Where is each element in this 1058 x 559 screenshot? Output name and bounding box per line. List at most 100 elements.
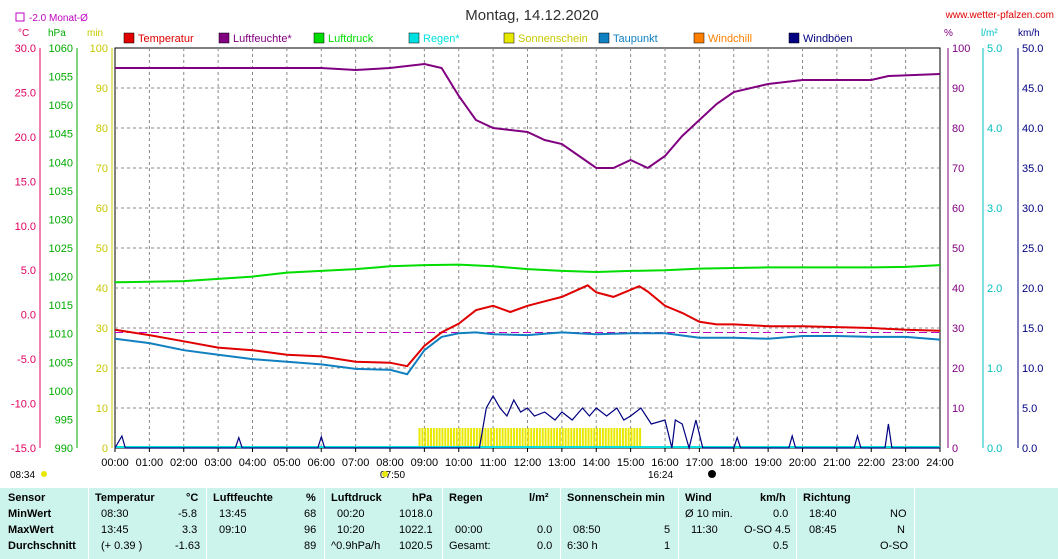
temp-tick-label: 15.0: [15, 176, 36, 188]
hdr-wind: Wind: [685, 492, 712, 504]
sunshine-bar: [533, 428, 536, 448]
hum-tick-label: 80: [952, 123, 964, 135]
row-label: MinWert: [8, 508, 52, 520]
sunshine-bar: [610, 428, 613, 448]
sunshine-bar: [593, 428, 596, 448]
hdr-hum: Luftfeuchte: [213, 492, 273, 504]
press-tick-label: 1035: [49, 186, 73, 198]
sun-time: 08:50: [573, 524, 601, 536]
sunshine-bar: [584, 428, 587, 448]
x-tick-label: 11:00: [480, 457, 507, 469]
sunshine-bar: [541, 428, 544, 448]
sun-tick-label: 30: [96, 323, 108, 335]
sunshine-bar: [535, 428, 538, 448]
sunshine-bar: [538, 428, 541, 448]
sun-icon-left: [41, 471, 47, 477]
wind-tick-label: 20.0: [1022, 283, 1043, 295]
rain-value: 0.0: [537, 524, 553, 536]
sunshine-bar: [587, 428, 590, 448]
sunshine-bar: [578, 428, 581, 448]
rain-tick-label: 4.0: [987, 123, 1002, 135]
sunshine-bar: [633, 428, 636, 448]
sun-tick-label: 40: [96, 283, 108, 295]
sunshine-bar: [604, 428, 607, 448]
sunshine-bar: [455, 428, 458, 448]
sunshine-bar: [472, 428, 475, 448]
sunshine-bar: [452, 428, 455, 448]
wind-time: Ø 10 min.: [685, 508, 733, 520]
rain-tick-label: 2.0: [987, 283, 1002, 295]
sunset-label: 16:24: [648, 470, 673, 481]
series-line-temperatur: [114, 284, 941, 368]
sunshine-bar: [530, 428, 533, 448]
press-time: 00:20: [337, 508, 365, 520]
legend-label: Regen*: [423, 33, 460, 45]
stats-row-min: MinWert 08:30 -5.8 13:45 68 00:20 1018.0…: [0, 508, 1058, 524]
sunshine-bar: [458, 428, 461, 448]
temp-tick-label: 30.0: [15, 43, 36, 55]
legend-label: Temperatur: [138, 33, 194, 45]
sunshine-bar: [435, 428, 438, 448]
temp-tick-label: 10.0: [15, 221, 36, 233]
hum-unit: %: [944, 28, 953, 39]
hdr-hum-unit: %: [306, 492, 316, 504]
legend-swatch: [788, 32, 800, 44]
wind-tick-label: 25.0: [1022, 243, 1043, 255]
sunshine-bar: [561, 428, 564, 448]
press-time: 10:20: [337, 524, 365, 536]
sunshine-bar: [507, 428, 510, 448]
press-tick-label: 1010: [49, 329, 73, 341]
wind-tick-label: 45.0: [1022, 83, 1043, 95]
stats-table: Sensor Temperatur °C Luftfeuchte % Luftd…: [0, 488, 1058, 559]
sunshine-bar: [639, 428, 642, 448]
legend-swatch: [218, 32, 230, 44]
hdr-press: Luftdruck: [331, 492, 382, 504]
sunshine-bars: [418, 428, 642, 448]
sunshine-bar: [418, 428, 421, 448]
sunshine-bar: [601, 428, 604, 448]
row-label: MaxWert: [8, 524, 54, 536]
sunshine-bar: [636, 428, 639, 448]
wind-tick-label: 0.0: [1022, 443, 1037, 455]
legend-label: Windböen: [803, 33, 853, 45]
sun-time: 6:30 h: [567, 540, 598, 552]
press-tick-label: 1045: [49, 129, 73, 141]
x-tick-label: 20:00: [789, 457, 817, 469]
sun-tick-label: 0: [102, 443, 108, 455]
sun-tick-label: 70: [96, 163, 108, 175]
x-tick-label: 16:00: [651, 457, 679, 469]
wind-tick-label: 15.0: [1022, 323, 1043, 335]
wind-tick-label: 35.0: [1022, 163, 1043, 175]
dir-time: 18:40: [809, 508, 837, 520]
legend-swatch: [408, 32, 420, 44]
site-link[interactable]: www.wetter-pfalzen.com: [945, 10, 1054, 21]
press-unit: hPa: [48, 28, 66, 39]
sunrise-label: 07:50: [380, 470, 405, 481]
temp-tick-label: 0.0: [21, 310, 36, 322]
x-tick-label: 00:00: [101, 457, 129, 469]
dir-value: O-SO: [880, 540, 909, 552]
hum-tick-label: 70: [952, 163, 964, 175]
press-time: ^0.9hPa/h: [331, 540, 381, 552]
temp-unit: °C: [18, 28, 29, 39]
hdr-rain-unit: l/m²: [529, 492, 549, 504]
sun-tick-label: 50: [96, 243, 108, 255]
legend-label: Luftfeuchte*: [233, 33, 292, 45]
sunshine-bar: [581, 428, 584, 448]
sunshine-bar: [553, 428, 556, 448]
weather-chart: 30.0 25.0 20.0 15.0 10.0 5.0 0.0 -5.0 -10.0 -15.0…: [10, 7, 1054, 481]
temp-time: 08:30: [101, 508, 129, 520]
hdr-temp: Temperatur: [95, 492, 155, 504]
sunshine-bar: [515, 428, 518, 448]
sunshine-bar: [573, 428, 576, 448]
x-tick-label: 07:00: [342, 457, 370, 469]
sunshine-bar: [424, 428, 427, 448]
sunrise-icon: [382, 471, 388, 477]
rain-tick-label: 0.0: [987, 443, 1002, 455]
legend-swatch: [598, 32, 610, 44]
sunshine-bar: [495, 428, 498, 448]
temp-value: -1.63: [175, 540, 201, 552]
temp-tick-label: 5.0: [21, 265, 36, 277]
legend-label: Sonnenschein: [518, 33, 588, 45]
sun-tick-label: 100: [90, 43, 108, 55]
